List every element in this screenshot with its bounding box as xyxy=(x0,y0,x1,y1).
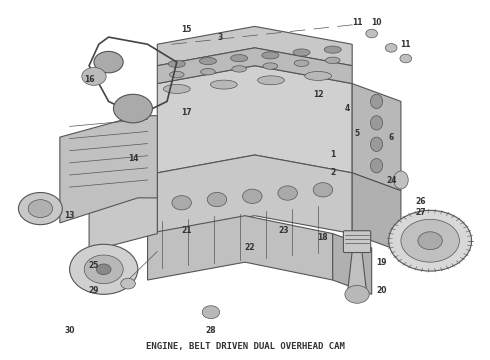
Circle shape xyxy=(84,255,123,284)
Polygon shape xyxy=(60,116,157,223)
Circle shape xyxy=(313,183,333,197)
Circle shape xyxy=(385,44,397,52)
Text: 5: 5 xyxy=(354,129,360,138)
Ellipse shape xyxy=(370,94,383,109)
Text: 14: 14 xyxy=(128,154,138,163)
Text: 18: 18 xyxy=(318,233,328,242)
Text: 23: 23 xyxy=(279,225,289,234)
Text: 25: 25 xyxy=(89,261,99,270)
Text: 28: 28 xyxy=(206,325,216,334)
Circle shape xyxy=(70,244,138,294)
Ellipse shape xyxy=(232,66,246,72)
Text: 17: 17 xyxy=(181,108,192,117)
Polygon shape xyxy=(352,84,401,191)
Ellipse shape xyxy=(294,60,309,66)
Ellipse shape xyxy=(370,137,383,152)
Circle shape xyxy=(121,278,135,289)
FancyBboxPatch shape xyxy=(343,231,371,252)
Polygon shape xyxy=(157,26,352,66)
Text: 6: 6 xyxy=(389,132,394,141)
Circle shape xyxy=(82,67,106,85)
Ellipse shape xyxy=(324,46,341,53)
Circle shape xyxy=(243,189,262,203)
Text: 20: 20 xyxy=(376,286,387,295)
Polygon shape xyxy=(157,155,352,234)
Circle shape xyxy=(202,306,220,319)
Ellipse shape xyxy=(305,72,331,80)
Text: 26: 26 xyxy=(415,197,426,206)
Circle shape xyxy=(19,193,62,225)
Circle shape xyxy=(366,29,377,38)
Polygon shape xyxy=(89,144,157,251)
Ellipse shape xyxy=(393,171,408,189)
Text: 19: 19 xyxy=(376,258,387,267)
Ellipse shape xyxy=(258,76,284,85)
Ellipse shape xyxy=(163,85,190,93)
Text: 21: 21 xyxy=(181,225,192,234)
Ellipse shape xyxy=(168,60,185,67)
Text: 10: 10 xyxy=(371,18,382,27)
Text: 13: 13 xyxy=(64,211,75,220)
Circle shape xyxy=(172,195,192,210)
Circle shape xyxy=(114,94,152,123)
Ellipse shape xyxy=(293,49,310,56)
Ellipse shape xyxy=(231,55,247,62)
Ellipse shape xyxy=(170,71,184,78)
Text: 3: 3 xyxy=(218,33,223,42)
Text: 22: 22 xyxy=(245,243,255,252)
Polygon shape xyxy=(347,251,367,294)
Polygon shape xyxy=(333,234,372,294)
Polygon shape xyxy=(352,173,401,251)
Text: 4: 4 xyxy=(344,104,350,113)
Ellipse shape xyxy=(199,58,217,64)
Ellipse shape xyxy=(370,116,383,130)
Circle shape xyxy=(278,186,297,200)
Ellipse shape xyxy=(201,68,215,75)
Circle shape xyxy=(207,192,227,207)
Text: 15: 15 xyxy=(181,26,192,35)
Circle shape xyxy=(94,51,123,73)
Ellipse shape xyxy=(262,52,279,59)
Ellipse shape xyxy=(211,80,237,89)
Polygon shape xyxy=(147,216,333,280)
Text: 11: 11 xyxy=(352,18,362,27)
Text: 11: 11 xyxy=(400,40,411,49)
Circle shape xyxy=(389,210,471,271)
Circle shape xyxy=(97,264,111,275)
Text: 30: 30 xyxy=(64,325,75,334)
Circle shape xyxy=(418,232,442,249)
Text: ENGINE, BELT DRIVEN DUAL OVERHEAD CAM: ENGINE, BELT DRIVEN DUAL OVERHEAD CAM xyxy=(146,342,344,351)
Text: 2: 2 xyxy=(330,168,335,177)
Circle shape xyxy=(401,219,460,262)
Text: 1: 1 xyxy=(330,150,335,159)
Ellipse shape xyxy=(263,63,278,69)
Circle shape xyxy=(345,285,369,303)
Ellipse shape xyxy=(370,158,383,173)
Circle shape xyxy=(400,54,412,63)
Text: 12: 12 xyxy=(313,90,323,99)
Text: 24: 24 xyxy=(386,176,396,185)
Ellipse shape xyxy=(325,57,340,64)
Circle shape xyxy=(28,200,52,217)
Text: 16: 16 xyxy=(84,76,95,85)
Polygon shape xyxy=(157,48,352,84)
Text: 29: 29 xyxy=(89,286,99,295)
Polygon shape xyxy=(157,66,352,173)
Text: 27: 27 xyxy=(415,208,426,217)
